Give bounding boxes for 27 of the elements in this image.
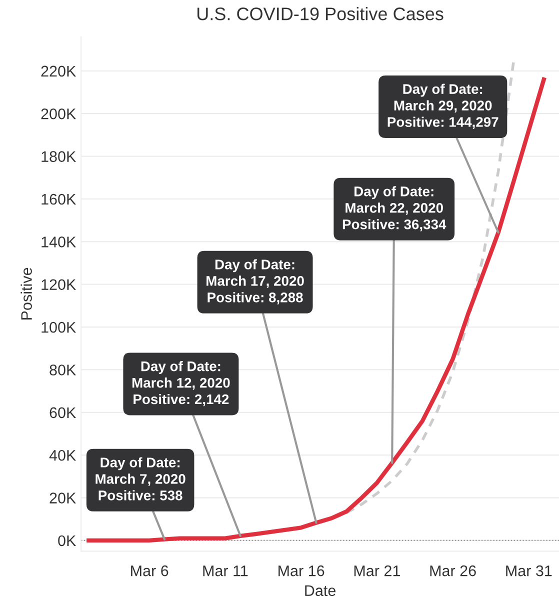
line-series [86,77,546,543]
y-tick-label: 80K [50,364,76,376]
y-tick-label: 0K [58,535,76,546]
y-tick-label: 160K [42,194,76,205]
y-tick-label: 60K [50,407,76,418]
y-tick-label: 220K [41,66,76,77]
y-tick-label: 100K [42,322,76,333]
x-tick-label: Mar 16 [278,565,324,576]
x-tick-label: Mar 11 [203,566,248,576]
x-tick-label: Mar 26 [430,565,476,576]
y-tick-label: 200K [41,108,76,120]
y-tick-label: 180K [42,151,76,162]
y-tick-label: 40K [49,450,76,461]
chart-title: U.S. COVID-19 Positive Cases [198,7,444,20]
y-axis-title: Positive [20,268,32,320]
y-tick-label: 20K [50,492,76,504]
y-tick-label: 120K [42,279,76,290]
x-axis-title: Date [305,585,336,596]
annotation: Day of Date: March 17, 2020 Positive: 8,288 [206,259,304,304]
x-tick-label: Mar 21 [354,565,400,576]
x-tick-label: Mar 6 [131,565,168,576]
annotation: Day of Date: March 12, 2020 Positive: 2,142 [132,361,230,406]
y-tick-label: 140K [42,236,76,248]
x-tick-label: Mar 31 [506,565,552,576]
annotation: Day of Date: March 22, 2020 Positive: 36,334 [342,186,446,232]
annotation: Day of Date: March 29, 2020 Positive: 144,297 [388,84,498,129]
annotation: Day of Date: March 7, 2020 Positive: 538 [96,457,186,500]
